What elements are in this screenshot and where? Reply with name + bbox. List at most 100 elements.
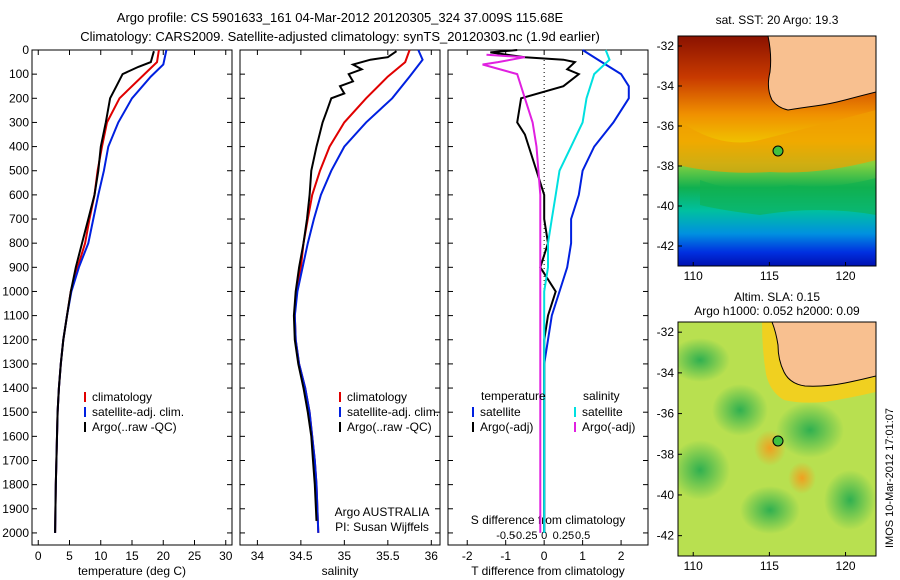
map-y-tick-label: -32	[657, 39, 675, 53]
x-tick-label: 30	[219, 549, 233, 563]
x-tick-label: 20	[157, 549, 171, 563]
legend-label: Argo(..raw -QC)	[92, 420, 177, 434]
sla-green-eddy	[712, 384, 768, 436]
sla-map-title-line2: Argo h1000: 0.052 h2000: 0.09	[694, 304, 860, 318]
series-line	[543, 49, 611, 533]
y-tick-label: 1000	[2, 284, 29, 298]
legend-label: Argo(..raw -QC)	[347, 420, 432, 434]
sla-green-eddy	[678, 440, 730, 500]
legend-label: satellite-adj. clim.	[347, 405, 439, 419]
series-line	[490, 49, 581, 533]
y-tick-label: 1500	[2, 405, 29, 419]
imos-side-label: IMOS 10-Mar-2012 17:01:07	[884, 408, 896, 548]
map-x-tick-label: 110	[684, 269, 703, 283]
y-tick-label: 800	[9, 236, 29, 250]
plot-frame	[31, 49, 233, 546]
sla-map-panel: Altim. SLA: 0.15 Argo h1000: 0.052 h2000…	[657, 290, 877, 573]
y-tick-label: 1700	[2, 453, 29, 467]
x-tick-label: 35	[338, 549, 352, 563]
x-axis-label: T difference from climatology	[471, 564, 625, 578]
map-x-tick-label: 120	[836, 269, 856, 283]
legend-label: satellite-adj. clim.	[92, 405, 184, 419]
x-tick-label: 34.5	[289, 549, 313, 563]
map-y-tick-label: -42	[657, 239, 675, 253]
map-x-tick-label: 115	[760, 269, 779, 283]
legend-label: climatology	[347, 390, 407, 404]
y-tick-label: 2000	[2, 526, 29, 540]
x-tick-label: -1	[500, 549, 511, 563]
sla-map-frame	[677, 321, 877, 557]
x-tick-label: 5	[66, 549, 73, 563]
y-tick-label: 400	[9, 140, 29, 154]
sst-warm-tongue	[678, 110, 876, 173]
x-tick-label: 36	[425, 549, 439, 563]
map-y-tick-label: -34	[657, 366, 675, 380]
x-axis-label: temperature (deg C)	[78, 564, 186, 578]
s-tick-label: 0.25	[553, 530, 574, 542]
series-line	[293, 49, 424, 533]
sla-map-ticks: 110 115 120 -32 -34 -36 -38 -40 -42	[657, 325, 856, 573]
legend-label: satellite	[480, 405, 521, 419]
s-tick-label: 0	[541, 530, 547, 542]
y-tick-label: 1200	[2, 333, 29, 347]
x-tick-label: 2	[618, 549, 625, 563]
series-line	[482, 53, 542, 533]
map-y-tick-label: -34	[657, 79, 675, 93]
figure-title-line2: Climatology: CARS2009. Satellite-adjuste…	[80, 29, 600, 44]
x-tick-label: 35.5	[376, 549, 400, 563]
s-tick-label: 0.5	[575, 530, 590, 542]
map-y-tick-label: -42	[657, 529, 675, 543]
y-tick-label: 1400	[2, 381, 29, 395]
sla-green-eddy	[824, 470, 876, 530]
y-tick-label: 1600	[2, 429, 29, 443]
difference-panel: -2 -1 0 1 2T difference from climatology -0.5…	[447, 49, 649, 578]
y-tick-label: 1900	[2, 502, 29, 516]
map-x-tick-label: 120	[836, 559, 856, 573]
y-tick-label: 1300	[2, 357, 29, 371]
s-tick-label: -0.25	[512, 530, 537, 542]
s-tick-label: -0.5	[496, 530, 515, 542]
sst-map-ticks: 110 115 120 -32 -34 -36 -38 -40 -42	[657, 39, 856, 283]
legend-label: satellite	[582, 405, 623, 419]
x-tick-label: 10	[94, 549, 108, 563]
legend-label: climatology	[92, 390, 152, 404]
plot-frame	[239, 49, 441, 546]
map-y-tick-label: -40	[657, 488, 675, 502]
sla-warm-eddy	[788, 462, 816, 494]
annotation-text: Argo AUSTRALIA	[335, 505, 430, 519]
sst-map-title: sat. SST: 20 Argo: 19.3	[716, 13, 839, 27]
x-tick-label: 15	[125, 549, 139, 563]
sst-argo-marker	[772, 145, 784, 157]
figure-title-line1: Argo profile: CS 5901633_161 04-Mar-2012…	[117, 10, 564, 25]
y-tick-label: 200	[9, 91, 29, 105]
plot-frame	[447, 49, 649, 546]
x-tick-label: -2	[462, 549, 473, 563]
series-line	[292, 50, 398, 521]
y-tick-label: 100	[9, 67, 29, 81]
legend-label: Argo(-adj)	[582, 420, 635, 434]
y-tick-label: 300	[9, 115, 29, 129]
temperature-panel: 0 5 10 15 20 25 30 temperature (deg C) 0 100 200 30…	[2, 43, 232, 578]
map-y-tick-label: -40	[657, 199, 675, 213]
sla-land	[771, 322, 876, 387]
sla-map-title-line1: Altim. SLA: 0.15	[734, 290, 820, 304]
s-axis-label: S difference from climatology	[471, 513, 626, 527]
salinity-panel: 34 34.5 35 35.5 36 salinity climatologysatelli…	[239, 49, 441, 578]
legend-heading: temperature	[481, 389, 546, 403]
legend-label: Argo(-adj)	[480, 420, 533, 434]
x-tick-label: 34	[251, 549, 265, 563]
y-tick-label: 900	[9, 260, 29, 274]
y-tick-label: 600	[9, 188, 29, 202]
annotation-text: PI: Susan Wijffels	[335, 520, 429, 534]
sla-argo-marker	[772, 435, 784, 447]
legend-heading: salinity	[583, 389, 620, 403]
sla-warm-eddy	[754, 430, 786, 466]
sst-map-panel: sat. SST: 20 Argo: 19.3 110 115 120 -32 -34 -…	[657, 13, 877, 283]
sst-map-frame	[677, 35, 877, 267]
sst-land	[767, 36, 876, 111]
y-tick-label: 700	[9, 212, 29, 226]
y-tick-label: 0	[22, 43, 29, 57]
x-axis-label: salinity	[322, 564, 359, 578]
x-tick-label: 0	[35, 549, 42, 563]
